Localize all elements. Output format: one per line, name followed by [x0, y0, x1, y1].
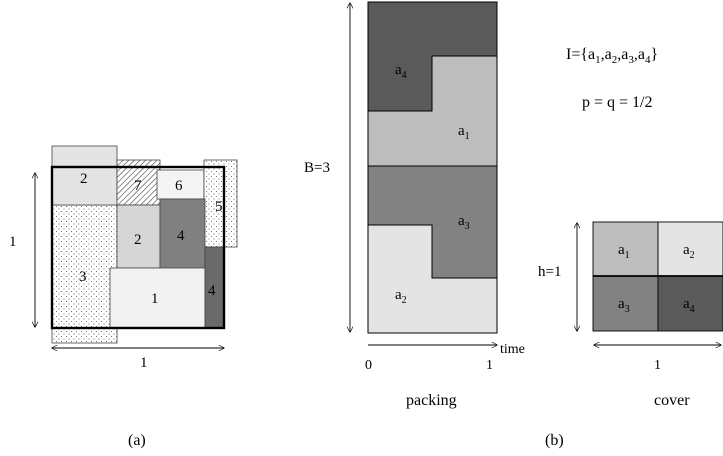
packing-title: packing [406, 392, 457, 409]
cover-cell-a1 [592, 221, 659, 277]
packing-height-label: B=3 [304, 160, 330, 176]
instance-set: I={a1,a2,a3,a4} [566, 46, 658, 66]
item-a2-label: a2 [395, 287, 407, 306]
piece-4-mid-label: 4 [177, 228, 185, 244]
item-a4-region [368, 2, 497, 111]
cover-a3-label: a3 [618, 296, 630, 315]
piece-2-top-label: 2 [80, 171, 88, 187]
tick-1: 1 [486, 358, 493, 373]
panel-b-cover: a1 a2 a3 a4 h=1 1 cover [538, 221, 723, 409]
tick-0: 0 [365, 358, 372, 373]
probability-label: p = q = 1/2 [582, 94, 653, 111]
caption-a: (a) [128, 432, 146, 449]
unit-square [50, 165, 226, 330]
cover-cell-a2 [657, 221, 723, 277]
cover-a2-label: a2 [683, 242, 695, 261]
boundary-a4-a1 [368, 55, 497, 112]
cover-title: cover [654, 392, 690, 409]
cover-cell-a4 [657, 275, 723, 332]
packing-box [367, 1, 498, 334]
item-a4-label: a4 [395, 62, 407, 81]
instance-definition: I={a1,a2,a3,a4} p = q = 1/2 [566, 46, 658, 111]
height-label: 1 [9, 234, 17, 250]
time-axis-label: time [500, 342, 525, 357]
cover-cell-a3 [592, 275, 659, 332]
piece-1-label: 1 [151, 291, 159, 307]
item-a3-label: a3 [458, 213, 470, 232]
cover-height-label: h=1 [538, 264, 561, 280]
width-label: 1 [140, 355, 148, 371]
item-a1-label: a1 [458, 123, 470, 142]
item-a3-region [368, 166, 497, 278]
piece-7-label: 7 [134, 178, 142, 194]
cover-a1-label: a1 [618, 242, 630, 261]
cover-width-label: 1 [654, 358, 661, 373]
piece-2-mid [116, 204, 161, 269]
piece-6-label: 6 [175, 178, 183, 194]
panel-a: 2 7 6 5 2 4 3 1 4 1 1 (a) [9, 145, 238, 449]
panel-b-packing: a4 a1 a3 a2 B=3 time 0 1 packing [304, 1, 525, 409]
piece-3-label: 3 [79, 269, 87, 285]
item-a2-region [368, 225, 497, 333]
piece-2-top [51, 145, 118, 206]
piece-1 [109, 267, 206, 329]
piece-5-label: 5 [215, 199, 223, 215]
piece-2-mid-label: 2 [134, 232, 142, 248]
cover-a4-label: a4 [683, 296, 695, 315]
piece-4-right-label: 4 [208, 283, 216, 299]
piece-3 [51, 204, 118, 344]
boundary-a3-a2 [368, 224, 497, 279]
caption-b: (b) [545, 432, 564, 449]
